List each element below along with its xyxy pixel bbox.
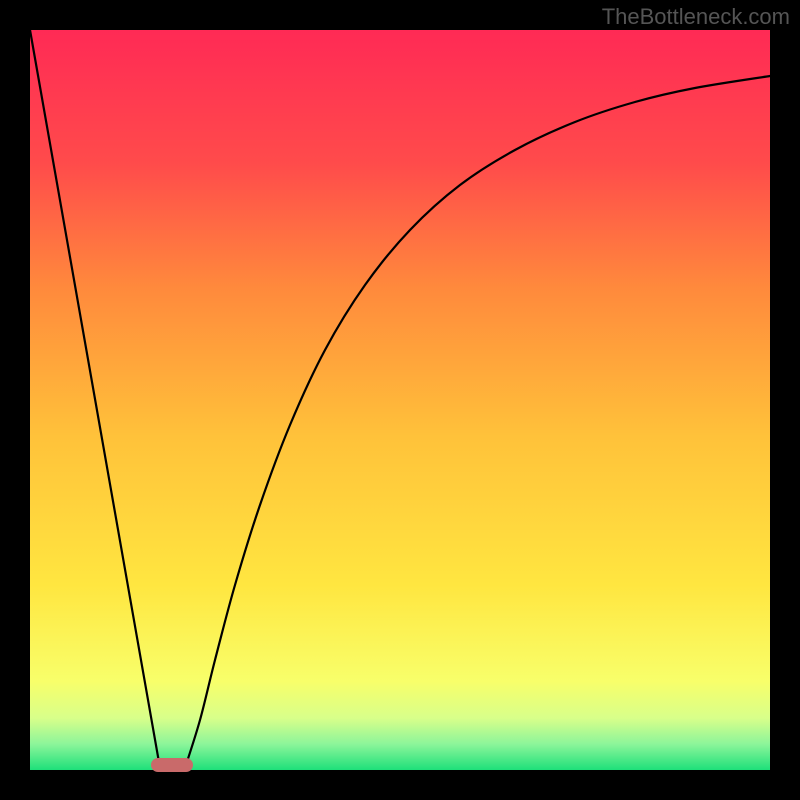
bottleneck-chart <box>0 0 800 800</box>
chart-container: TheBottleneck.com <box>0 0 800 800</box>
bottom-marker <box>151 758 193 772</box>
watermark-text: TheBottleneck.com <box>602 4 790 30</box>
